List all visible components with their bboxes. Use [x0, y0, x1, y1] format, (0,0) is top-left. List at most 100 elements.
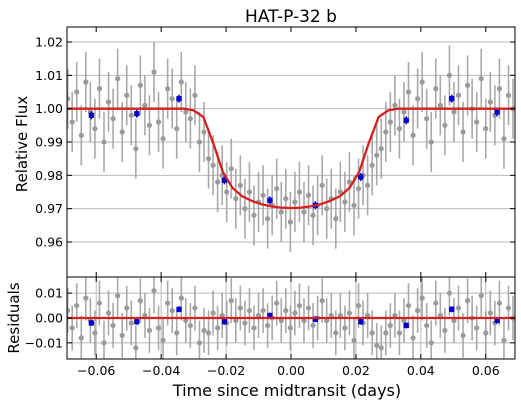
residual-raw-point	[110, 322, 116, 329]
flux-y-tick-label: 0.99	[35, 135, 63, 150]
flux-binned-point	[358, 174, 364, 180]
residual-raw-point	[296, 302, 303, 309]
flux-raw-point	[67, 96, 71, 102]
flux-raw-point	[92, 126, 98, 132]
flux-binned-point	[403, 117, 409, 123]
residual-raw-point	[319, 298, 325, 304]
flux-raw-point	[333, 216, 339, 222]
residual-raw-point	[460, 332, 466, 338]
residual-raw-point	[392, 312, 398, 319]
flux-raw-point	[478, 76, 484, 82]
flux-raw-point	[69, 119, 75, 125]
residual-x-tick-label: 0.02	[342, 363, 370, 378]
residual-raw-point	[215, 325, 221, 331]
residual-raw-point	[274, 300, 280, 306]
flux-raw-point	[287, 219, 293, 225]
residual-raw-point	[105, 310, 112, 316]
flux-raw-point	[142, 102, 148, 108]
flux-raw-point	[305, 192, 312, 198]
residual-binned-point	[221, 319, 228, 325]
flux-raw-point	[78, 132, 84, 138]
residual-binned-point	[449, 306, 455, 312]
flux-raw-point	[96, 86, 103, 92]
flux-raw-point	[151, 69, 157, 75]
residual-raw-point	[369, 330, 375, 336]
residual-raw-point	[69, 325, 75, 331]
flux-raw-point	[278, 209, 284, 215]
residual-raw-point	[142, 312, 148, 319]
residuals-axis-label: Residuals	[5, 282, 23, 353]
flux-raw-point	[274, 186, 280, 192]
residual-x-tick-label: 0.04	[407, 363, 435, 378]
residual-x-tick-label: −0.02	[207, 363, 245, 378]
flux-raw-point	[378, 146, 384, 152]
residual-binned-point	[403, 322, 409, 329]
flux-raw-point	[387, 119, 393, 125]
residual-raw-point	[383, 330, 389, 336]
residual-raw-point	[483, 330, 489, 336]
residual-raw-point	[405, 302, 412, 309]
residual-raw-point	[174, 330, 180, 336]
residual-raw-point	[433, 300, 439, 306]
residual-binned-point	[267, 312, 273, 319]
flux-raw-point	[119, 129, 125, 135]
residual-binned-point	[176, 306, 182, 312]
flux-raw-point	[260, 192, 266, 198]
residual-raw-point	[119, 332, 125, 338]
flux-binned-point	[267, 197, 273, 203]
residual-raw-point	[219, 312, 225, 319]
flux-raw-point	[128, 112, 134, 118]
flux-axis-label: Relative Flux	[13, 96, 31, 193]
flux-raw-point	[342, 199, 348, 205]
residual-raw-point	[451, 317, 457, 324]
residual-raw-point	[465, 298, 471, 304]
residual-raw-point	[92, 330, 98, 336]
residual-x-tick-label: −0.04	[142, 363, 180, 378]
residual-raw-point	[74, 302, 80, 309]
residual-raw-point	[328, 312, 334, 319]
time-axis-label: Time since midtransit (days)	[172, 381, 401, 400]
residual-raw-point	[337, 312, 343, 319]
flux-raw-point	[228, 166, 234, 172]
residual-raw-point	[210, 310, 216, 316]
residual-x-tick-label: −0.06	[77, 363, 115, 378]
residual-raw-point	[83, 295, 89, 301]
residual-raw-point	[187, 322, 193, 329]
residual-raw-point	[228, 298, 234, 304]
residual-raw-point	[287, 325, 293, 331]
residual-raw-point	[346, 310, 353, 316]
flux-raw-point	[242, 206, 248, 212]
flux-raw-point	[146, 122, 153, 128]
residual-raw-point	[283, 307, 289, 314]
residual-raw-point	[178, 295, 184, 301]
flux-raw-point	[196, 139, 203, 145]
residual-raw-point	[501, 337, 507, 343]
flux-raw-point	[319, 182, 325, 188]
residual-binned-point	[88, 320, 94, 326]
flux-raw-point	[401, 109, 407, 115]
flux-raw-point	[265, 216, 271, 222]
flux-raw-point	[105, 99, 112, 105]
residual-raw-point	[424, 322, 430, 329]
flux-raw-point	[424, 116, 430, 122]
flux-raw-point	[115, 76, 121, 82]
flux-raw-point	[215, 179, 221, 185]
flux-raw-point	[442, 122, 448, 128]
residual-raw-point	[301, 317, 307, 324]
residual-raw-point	[233, 317, 239, 324]
flux-raw-point	[415, 96, 421, 102]
residual-raw-point	[442, 327, 448, 334]
flux-raw-point	[137, 82, 143, 88]
residual-raw-point	[401, 317, 407, 324]
flux-raw-point	[501, 136, 507, 142]
residual-raw-point	[137, 298, 143, 304]
flux-raw-point	[396, 126, 403, 132]
residual-binned-point	[134, 319, 140, 325]
flux-raw-point	[405, 89, 412, 95]
residual-raw-point	[151, 288, 157, 294]
flux-raw-point	[374, 152, 380, 158]
residual-raw-point	[260, 307, 266, 314]
flux-y-tick-label: 0.98	[35, 168, 63, 183]
